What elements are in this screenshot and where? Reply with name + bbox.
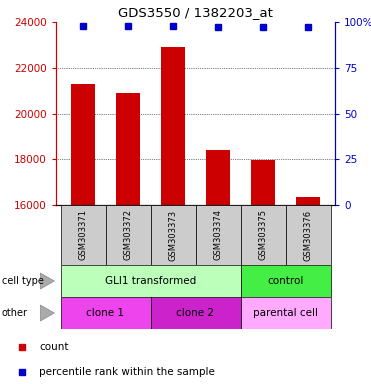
- Text: clone 1: clone 1: [86, 308, 125, 318]
- Text: cell type: cell type: [2, 276, 44, 286]
- Text: GSM303372: GSM303372: [124, 210, 132, 260]
- Text: GSM303374: GSM303374: [213, 210, 223, 260]
- Bar: [240, 205, 286, 265]
- Text: count: count: [39, 342, 69, 352]
- Bar: [161, 47, 186, 205]
- Bar: [240, 265, 331, 297]
- Text: percentile rank within the sample: percentile rank within the sample: [39, 367, 215, 377]
- Text: clone 2: clone 2: [177, 308, 214, 318]
- Bar: [105, 205, 151, 265]
- Bar: [116, 93, 140, 205]
- Bar: [70, 84, 95, 205]
- Text: other: other: [2, 308, 28, 318]
- Bar: [206, 150, 230, 205]
- Text: GSM303373: GSM303373: [168, 209, 177, 261]
- Text: control: control: [267, 276, 304, 286]
- Bar: [151, 205, 196, 265]
- Text: GSM303376: GSM303376: [303, 209, 312, 261]
- Bar: [240, 297, 331, 329]
- Text: parental cell: parental cell: [253, 308, 318, 318]
- Polygon shape: [40, 273, 54, 289]
- Bar: [60, 265, 240, 297]
- Text: GLI1 transformed: GLI1 transformed: [105, 276, 196, 286]
- Text: GSM303375: GSM303375: [259, 210, 267, 260]
- Text: GSM303371: GSM303371: [79, 210, 88, 260]
- Bar: [286, 205, 331, 265]
- Bar: [151, 297, 240, 329]
- Bar: [196, 205, 240, 265]
- Bar: [296, 197, 321, 205]
- Bar: [60, 205, 105, 265]
- Title: GDS3550 / 1382203_at: GDS3550 / 1382203_at: [118, 7, 273, 20]
- Bar: [60, 297, 151, 329]
- Bar: [251, 161, 275, 205]
- Polygon shape: [40, 305, 54, 321]
